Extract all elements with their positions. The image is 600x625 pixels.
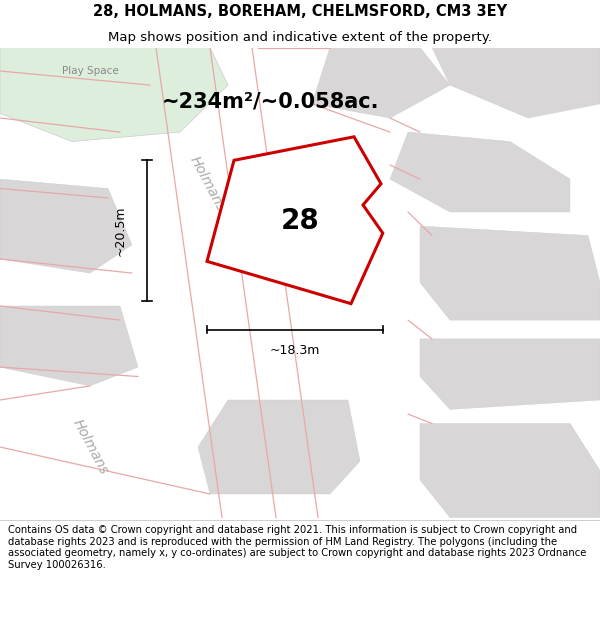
Polygon shape [0, 48, 228, 141]
Polygon shape [207, 137, 383, 304]
Text: Holmans: Holmans [187, 154, 227, 214]
Polygon shape [198, 400, 360, 494]
Polygon shape [420, 339, 600, 409]
Text: ~18.3m: ~18.3m [270, 344, 320, 357]
Polygon shape [420, 424, 600, 518]
Polygon shape [0, 179, 132, 273]
Text: 28, HOLMANS, BOREHAM, CHELMSFORD, CM3 3EY: 28, HOLMANS, BOREHAM, CHELMSFORD, CM3 3E… [93, 4, 507, 19]
Polygon shape [312, 48, 450, 118]
Polygon shape [432, 48, 600, 118]
Polygon shape [0, 306, 138, 386]
Text: Contains OS data © Crown copyright and database right 2021. This information is : Contains OS data © Crown copyright and d… [8, 525, 586, 570]
Text: Holmans: Holmans [70, 417, 110, 477]
Text: Map shows position and indicative extent of the property.: Map shows position and indicative extent… [108, 31, 492, 44]
Polygon shape [390, 132, 570, 212]
Text: 28: 28 [281, 208, 319, 236]
Text: Play Space: Play Space [62, 66, 118, 76]
Polygon shape [420, 226, 600, 320]
Text: ~234m²/~0.058ac.: ~234m²/~0.058ac. [161, 91, 379, 111]
Text: ~20.5m: ~20.5m [113, 206, 127, 256]
